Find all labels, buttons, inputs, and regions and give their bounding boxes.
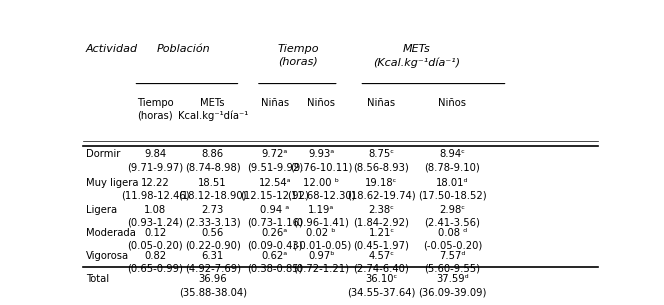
Text: 9.84
(9.71-9.97): 9.84 (9.71-9.97)	[127, 149, 183, 172]
Text: 0.94 ᵃ
(0.73-1.16): 0.94 ᵃ (0.73-1.16)	[247, 205, 303, 227]
Text: Total: Total	[86, 274, 109, 284]
Text: Niñas: Niñas	[367, 98, 396, 108]
Text: 8.86
(8.74-8.98): 8.86 (8.74-8.98)	[185, 149, 240, 172]
Text: Tiempo
(horas): Tiempo (horas)	[278, 44, 319, 67]
Text: 1.08
(0.93-1.24): 1.08 (0.93-1.24)	[127, 205, 183, 227]
Text: 12.00 ᵇ
(11.68-12.30): 12.00 ᵇ (11.68-12.30)	[287, 178, 355, 200]
Text: 0.97ᵇ
(0.72-1.21): 0.97ᵇ (0.72-1.21)	[293, 251, 349, 274]
Text: 36.96
(35.88-38.04): 36.96 (35.88-38.04)	[179, 274, 247, 297]
Text: 0.82
(0.65-0.99): 0.82 (0.65-0.99)	[127, 251, 183, 274]
Text: 0.56
(0.22-0.90): 0.56 (0.22-0.90)	[185, 228, 240, 251]
Text: 1.19ᵃ
(0.96-1.41): 1.19ᵃ (0.96-1.41)	[293, 205, 349, 227]
Text: Tiempo
(horas): Tiempo (horas)	[137, 98, 173, 120]
Text: 0.62ᵃ
(0.38-0.85): 0.62ᵃ (0.38-0.85)	[247, 251, 303, 274]
Text: 9.93ᵃ
(9.76-10.11): 9.93ᵃ (9.76-10.11)	[290, 149, 353, 172]
Text: 4.57ᶜ
(2.74-6.40): 4.57ᶜ (2.74-6.40)	[354, 251, 409, 274]
Text: Niños: Niños	[307, 98, 335, 108]
Text: 37.59ᵈ
(36.09-39.09): 37.59ᵈ (36.09-39.09)	[418, 274, 487, 297]
Text: Niñas: Niñas	[261, 98, 289, 108]
Text: 2.38ᶜ
(1.84-2.92): 2.38ᶜ (1.84-2.92)	[353, 205, 410, 227]
Text: 0.08 ᵈ
(-0.05-0.20): 0.08 ᵈ (-0.05-0.20)	[423, 228, 482, 251]
Text: Muy ligera: Muy ligera	[86, 178, 139, 188]
Text: 19.18ᶜ
(18.62-19.74): 19.18ᶜ (18.62-19.74)	[347, 178, 416, 200]
Text: 9.72ᵃ
(9.51-9.92): 9.72ᵃ (9.51-9.92)	[247, 149, 303, 172]
Text: 0.02 ᵇ
(-0.01-0.05): 0.02 ᵇ (-0.01-0.05)	[291, 228, 351, 251]
Text: 7.57ᵈ
(5.60-9.55): 7.57ᵈ (5.60-9.55)	[424, 251, 481, 274]
Text: Actividad: Actividad	[86, 44, 138, 54]
Text: 2.73
(2.33-3.13): 2.73 (2.33-3.13)	[185, 205, 240, 227]
Text: Niños: Niños	[438, 98, 467, 108]
Text: 18.01ᵈ
(17.50-18.52): 18.01ᵈ (17.50-18.52)	[418, 178, 487, 200]
Text: Moderada: Moderada	[86, 228, 136, 238]
Text: 8.94ᶜ
(8.78-9.10): 8.94ᶜ (8.78-9.10)	[424, 149, 480, 172]
Text: METs
(Kcal.kg⁻¹día⁻¹): METs (Kcal.kg⁻¹día⁻¹)	[373, 44, 461, 67]
Text: 12.54ᵃ
(12.15-12.92): 12.54ᵃ (12.15-12.92)	[240, 178, 309, 200]
Text: 36.10ᶜ
(34.55-37.64): 36.10ᶜ (34.55-37.64)	[347, 274, 416, 297]
Text: 6.31
(4.92-7.69): 6.31 (4.92-7.69)	[185, 251, 240, 274]
Text: 18.51
(18.12-18.90): 18.51 (18.12-18.90)	[179, 178, 247, 200]
Text: Dormir: Dormir	[86, 149, 120, 159]
Text: 1.21ᶜ
(0.45-1.97): 1.21ᶜ (0.45-1.97)	[353, 228, 410, 251]
Text: 2.98ᶜ
(2.41-3.56): 2.98ᶜ (2.41-3.56)	[424, 205, 481, 227]
Text: 8.75ᶜ
(8.56-8.93): 8.75ᶜ (8.56-8.93)	[354, 149, 409, 172]
Text: 12.22
(11.98-12.46): 12.22 (11.98-12.46)	[121, 178, 189, 200]
Text: METs
Kcal.kg⁻¹día⁻¹: METs Kcal.kg⁻¹día⁻¹	[177, 98, 248, 121]
Text: 0.12
(0.05-0.20): 0.12 (0.05-0.20)	[127, 228, 183, 251]
Text: Ligera: Ligera	[86, 205, 118, 214]
Text: Población: Población	[157, 44, 210, 54]
Text: Vigorosa: Vigorosa	[86, 251, 129, 261]
Text: 0.26ᵃ
(0.09-0.43): 0.26ᵃ (0.09-0.43)	[247, 228, 303, 251]
